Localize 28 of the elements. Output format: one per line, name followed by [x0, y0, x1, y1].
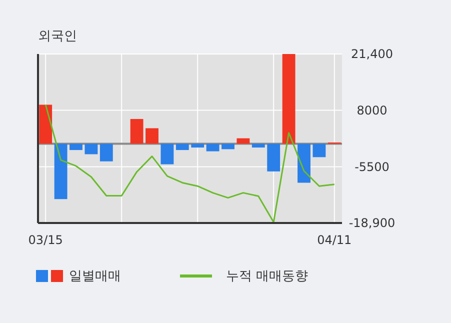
bar: [146, 128, 158, 144]
bar: [298, 144, 310, 183]
bar: [252, 144, 265, 148]
bar: [176, 144, 189, 150]
y-tick-label: -5500: [354, 160, 390, 174]
line-series: [44, 104, 336, 223]
legend-label: 일별매매: [69, 269, 121, 284]
bar: [236, 138, 250, 144]
bar: [160, 144, 174, 164]
x-tick-label: 04/11: [317, 233, 352, 247]
bar: [100, 144, 113, 162]
y-tick-label: -18,900: [348, 216, 396, 230]
bar: [222, 144, 234, 150]
bar: [282, 54, 296, 144]
y-tick-label: 21,400: [351, 47, 393, 62]
bar: [130, 119, 144, 144]
bar: [267, 144, 280, 172]
bar: [39, 104, 52, 144]
bar: [54, 144, 68, 200]
bar: [191, 144, 204, 148]
chart-title: 외국인: [38, 29, 77, 44]
bar: [84, 144, 98, 154]
y-tick-label: 8000: [356, 103, 388, 118]
bar: [206, 144, 220, 152]
bar: [70, 144, 82, 150]
x-tick-label: 03/15: [28, 233, 63, 247]
bar: [312, 144, 326, 158]
legend-label: 누적 매매동향: [226, 269, 308, 284]
